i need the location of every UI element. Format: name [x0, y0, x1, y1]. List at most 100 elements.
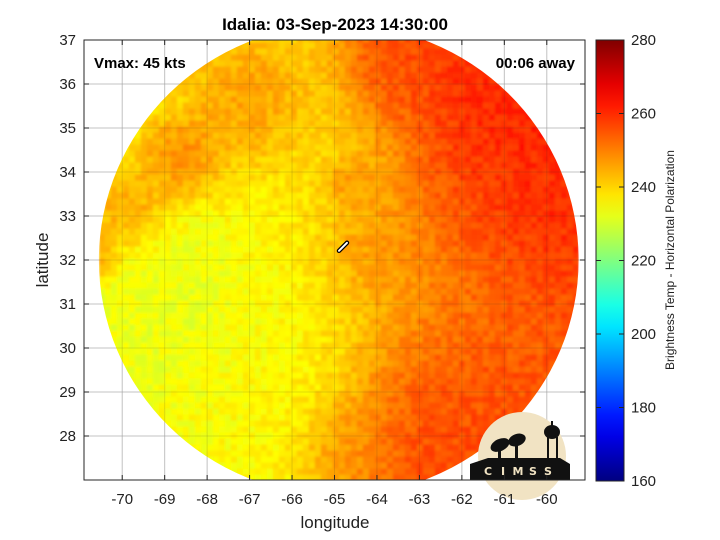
swath-cell	[176, 210, 184, 218]
swath-cell	[158, 366, 166, 374]
swath-cell	[176, 420, 184, 428]
swath-cell	[410, 96, 418, 104]
swath-cell	[236, 408, 244, 416]
swath-cell	[218, 150, 226, 158]
swath-cell	[123, 481, 130, 488]
swath-cell	[188, 390, 196, 398]
swath-cell	[404, 396, 412, 404]
swath-cell	[428, 126, 436, 134]
swath-cell	[272, 360, 280, 368]
swath-cell	[224, 102, 232, 110]
swath-cell	[272, 282, 280, 290]
swath-cell	[242, 174, 250, 182]
swath-cell	[368, 252, 376, 260]
swath-cell	[272, 390, 280, 398]
swath-cell	[236, 240, 244, 248]
swath-cell	[434, 378, 442, 386]
swath-cell	[446, 144, 454, 152]
swath-cell	[152, 162, 160, 170]
swath-cell	[122, 348, 130, 356]
swath-cell	[176, 276, 184, 284]
swath-cell	[152, 384, 160, 392]
swath-cell	[254, 390, 262, 398]
swath-cell	[458, 384, 466, 392]
swath-cell	[171, 481, 178, 488]
swath-cell	[338, 60, 346, 68]
swath-cell	[470, 162, 478, 170]
swath-cell	[314, 222, 322, 230]
swath-cell	[302, 72, 310, 80]
swath-cell	[182, 108, 190, 116]
swath-cell	[164, 282, 172, 290]
swath-cell	[362, 168, 370, 176]
swath-cell	[464, 372, 472, 380]
swath-cell	[362, 252, 370, 260]
swath-cell	[290, 162, 298, 170]
swath-cell	[212, 66, 220, 74]
swath-cell	[356, 240, 364, 248]
swath-cell	[410, 222, 418, 230]
swath-cell	[458, 90, 466, 98]
swath-cell	[254, 228, 262, 236]
swath-cell	[284, 438, 292, 446]
swath-cell	[326, 48, 334, 56]
swath-cell	[206, 198, 214, 206]
swath-cell	[260, 174, 268, 182]
swath-cell	[170, 384, 178, 392]
swath-cell	[380, 174, 388, 182]
swath-cell	[134, 258, 142, 266]
swath-cell	[374, 198, 382, 206]
swath-cell	[338, 162, 346, 170]
swath-cell	[398, 210, 406, 218]
swath-cell	[386, 324, 394, 332]
swath-cell	[350, 96, 358, 104]
swath-cell	[248, 252, 256, 260]
swath-cell	[398, 300, 406, 308]
swath-cell	[236, 288, 244, 296]
swath-cell	[338, 282, 346, 290]
swath-cell	[308, 456, 316, 464]
swath-cell	[464, 198, 472, 206]
swath-cell	[254, 438, 262, 446]
swath-cell	[356, 276, 364, 284]
swath-cell	[458, 174, 466, 182]
swath-cell	[404, 126, 412, 134]
swath-cell	[416, 408, 424, 416]
swath-cell	[386, 378, 394, 386]
swath-cell	[158, 300, 166, 308]
swath-cell	[356, 450, 364, 458]
swath-cell	[446, 288, 454, 296]
swath-cell	[182, 174, 190, 182]
swath-cell	[206, 444, 214, 452]
swath-cell	[368, 258, 376, 266]
swath-cell	[308, 228, 316, 236]
swath-cell	[422, 414, 430, 422]
swath-cell	[392, 108, 400, 116]
swath-cell	[170, 144, 178, 152]
swath-cell	[296, 102, 304, 110]
swath-cell	[386, 420, 394, 428]
swath-cell	[188, 246, 196, 254]
swath-cell	[386, 174, 394, 182]
swath-cell	[338, 378, 346, 386]
swath-cell	[362, 60, 370, 68]
swath-cell	[453, 31, 460, 38]
swath-cell	[380, 456, 388, 464]
swath-cell	[428, 264, 436, 272]
swath-cell	[332, 300, 340, 308]
swath-cell	[284, 264, 292, 272]
swath-cell	[200, 360, 208, 368]
swath-cell	[356, 438, 364, 446]
swath-cell	[170, 120, 178, 128]
swath-cell	[386, 276, 394, 284]
swath-cell	[458, 240, 466, 248]
swath-cell	[356, 390, 364, 398]
swath-cell	[200, 294, 208, 302]
swath-cell	[446, 84, 454, 92]
swath-cell	[290, 378, 298, 386]
swath-cell	[254, 240, 262, 248]
swath-cell	[218, 66, 226, 74]
swath-cell	[176, 102, 184, 110]
swath-cell	[182, 300, 190, 308]
